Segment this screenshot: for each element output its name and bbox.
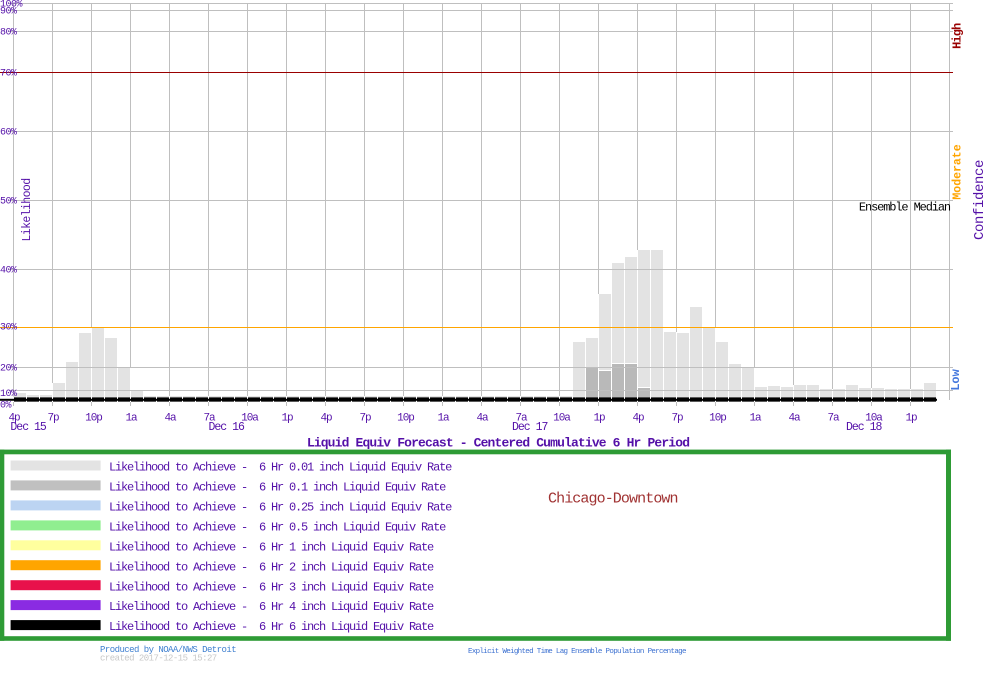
svg-text:Likelihood to Achieve - 6 Hr: Likelihood to Achieve - 6 Hr 0.1 inch Li… <box>109 481 446 495</box>
svg-text:4p: 4p <box>320 412 332 424</box>
svg-text:10%: 10% <box>0 389 17 400</box>
svg-text:40%: 40% <box>0 265 17 276</box>
svg-text:1p: 1p <box>281 412 293 424</box>
svg-text:10a: 10a <box>865 412 883 424</box>
svg-text:created 2017-12-15 15:27: created 2017-12-15 15:27 <box>100 654 217 664</box>
svg-text:30%: 30% <box>0 322 17 333</box>
svg-text:7a: 7a <box>203 412 216 424</box>
svg-text:20%: 20% <box>0 363 17 374</box>
svg-text:Liquid Equiv Forecast - Center: Liquid Equiv Forecast - Centered Cumulat… <box>307 436 689 451</box>
svg-text:Likelihood to Achieve - 6 Hr: Likelihood to Achieve - 6 Hr 1 inch Liqu… <box>109 540 434 554</box>
svg-text:7p: 7p <box>671 412 683 424</box>
svg-text:Dec 18: Dec 18 <box>846 421 883 434</box>
svg-text:1a: 1a <box>749 412 762 424</box>
svg-text:Likelihood to Achieve - 6 Hr: Likelihood to Achieve - 6 Hr 0.25 inch L… <box>109 501 452 515</box>
svg-text:Likelihood to Achieve - 6 Hr: Likelihood to Achieve - 6 Hr 2 inch Liqu… <box>109 560 434 574</box>
svg-text:1p: 1p <box>905 412 917 424</box>
svg-text:Likelihood to Achieve - 6 Hr: Likelihood to Achieve - 6 Hr 4 inch Liqu… <box>109 600 434 614</box>
svg-text:1a: 1a <box>437 412 450 424</box>
svg-text:100%: 100% <box>0 0 23 10</box>
svg-text:80%: 80% <box>0 27 17 38</box>
svg-text:7a: 7a <box>515 412 528 424</box>
svg-text:Likelihood to Achieve - 6 Hr: Likelihood to Achieve - 6 Hr 0.01 inch L… <box>109 461 452 475</box>
svg-text:7p: 7p <box>47 412 59 424</box>
svg-text:4a: 4a <box>476 412 489 424</box>
svg-text:Dec 16: Dec 16 <box>209 421 246 434</box>
svg-text:7p: 7p <box>359 412 371 424</box>
svg-text:4p: 4p <box>8 412 20 424</box>
svg-text:70%: 70% <box>0 68 17 79</box>
svg-text:90%: 90% <box>0 6 17 17</box>
svg-text:Likelihood: Likelihood <box>21 178 34 241</box>
svg-text:10p: 10p <box>397 412 414 424</box>
svg-text:0%: 0% <box>0 400 12 411</box>
svg-text:10p: 10p <box>709 412 726 424</box>
svg-text:60%: 60% <box>0 127 17 138</box>
svg-text:Moderate: Moderate <box>952 144 965 199</box>
svg-text:1a: 1a <box>125 412 138 424</box>
svg-text:Confidence: Confidence <box>972 160 988 240</box>
svg-text:7a: 7a <box>827 412 840 424</box>
svg-text:High: High <box>951 23 965 49</box>
svg-text:50%: 50% <box>0 196 17 207</box>
svg-text:4p: 4p <box>632 412 644 424</box>
svg-text:10a: 10a <box>241 412 259 424</box>
svg-text:Likelihood to Achieve - 6 Hr: Likelihood to Achieve - 6 Hr 3 inch Liqu… <box>109 580 434 594</box>
svg-text:4a: 4a <box>164 412 177 424</box>
svg-text:Explicit Weighted Time Lag Ens: Explicit Weighted Time Lag Ensemble Popu… <box>468 648 686 656</box>
svg-text:Likelihood to Achieve - 6 Hr: Likelihood to Achieve - 6 Hr 0.5 inch Li… <box>109 521 446 535</box>
svg-text:Low: Low <box>949 368 963 390</box>
svg-text:10p: 10p <box>85 412 102 424</box>
svg-text:10a: 10a <box>553 412 571 424</box>
svg-text:Dec 15: Dec 15 <box>10 421 47 434</box>
svg-text:Likelihood to Achieve - 6 Hr: Likelihood to Achieve - 6 Hr 6 inch Liqu… <box>109 620 434 634</box>
svg-text:Chicago-Downtown: Chicago-Downtown <box>548 491 678 508</box>
svg-text:Dec 17: Dec 17 <box>512 421 548 434</box>
svg-text:Ensemble Median: Ensemble Median <box>859 201 951 215</box>
svg-text:4a: 4a <box>788 412 801 424</box>
svg-text:Produced by NOAA/NWS Detroit: Produced by NOAA/NWS Detroit <box>100 645 236 655</box>
svg-text:1p: 1p <box>593 412 605 424</box>
